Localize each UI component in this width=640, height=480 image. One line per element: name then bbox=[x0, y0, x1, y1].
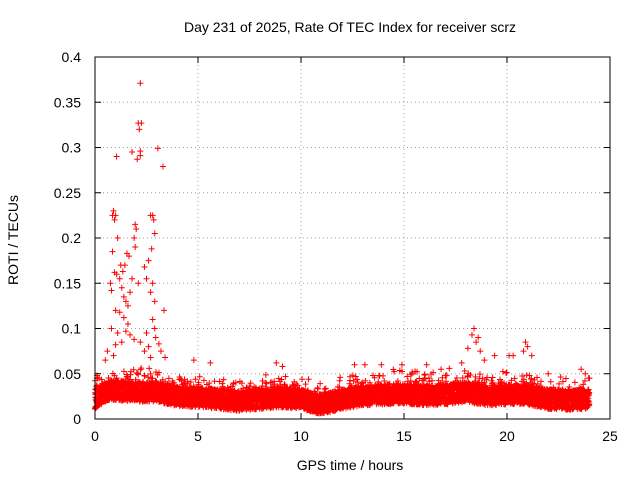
roti-point-baseline bbox=[165, 375, 172, 382]
roti-point-baseline bbox=[196, 373, 203, 380]
data-points bbox=[92, 80, 593, 417]
roti-point-baseline bbox=[120, 368, 127, 375]
roti-point-baseline bbox=[155, 369, 162, 376]
roti-point-baseline bbox=[187, 378, 194, 385]
roti-point-baseline bbox=[220, 376, 227, 383]
roti-point-baseline bbox=[211, 378, 218, 385]
roti-point-baseline bbox=[147, 370, 154, 377]
roti-point-baseline bbox=[146, 365, 153, 372]
roti-point-baseline bbox=[135, 371, 142, 378]
roti-point-baseline bbox=[138, 365, 145, 372]
roti-point-baseline bbox=[141, 372, 148, 379]
roti-point-baseline bbox=[184, 380, 191, 387]
roti-point-baseline bbox=[200, 377, 207, 384]
roti-point-baseline bbox=[170, 379, 177, 386]
roti-point-baseline bbox=[178, 377, 185, 384]
roti-point-baseline bbox=[98, 376, 105, 383]
grid-lines bbox=[95, 57, 610, 419]
roti-point-baseline bbox=[206, 380, 213, 387]
roti-point-baseline bbox=[130, 366, 137, 373]
roti-point-baseline bbox=[163, 381, 170, 388]
roti-point-baseline bbox=[192, 376, 199, 383]
roti-point-baseline bbox=[219, 380, 226, 387]
